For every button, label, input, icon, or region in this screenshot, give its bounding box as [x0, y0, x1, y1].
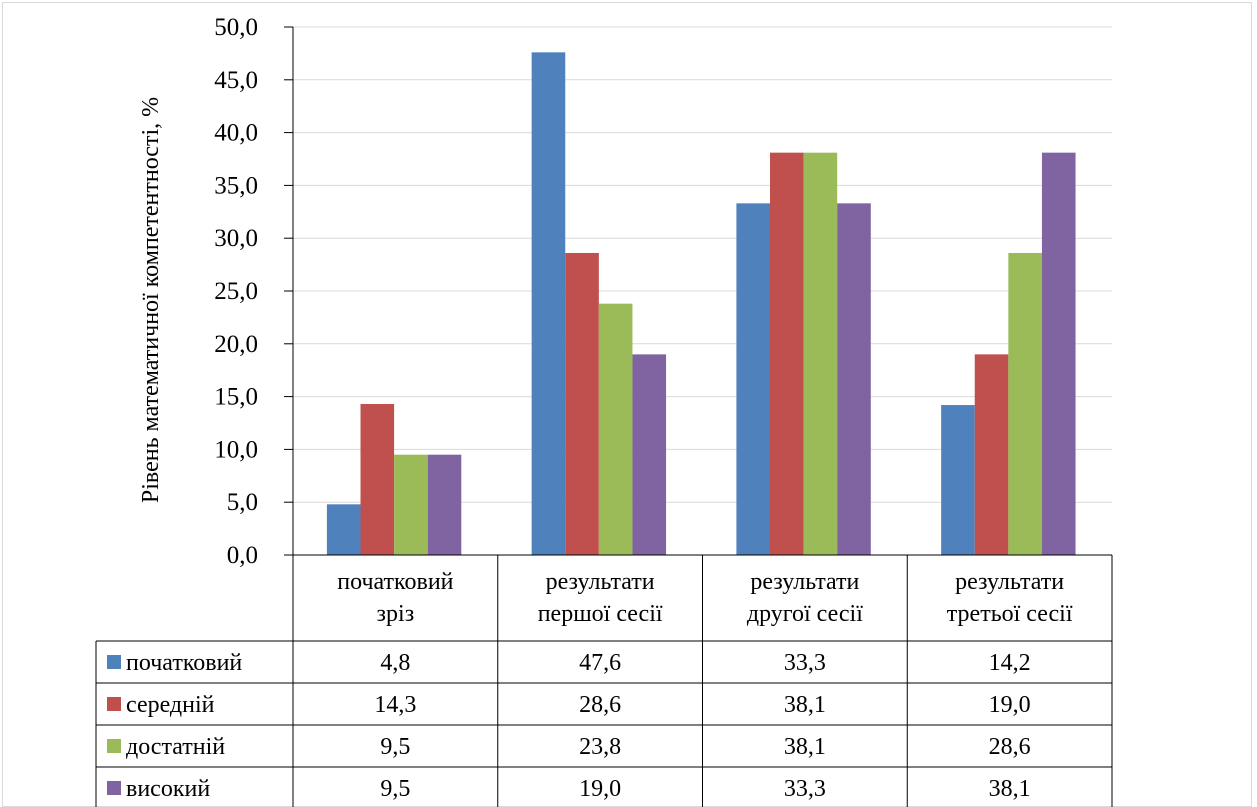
y-tick-labels: 0,0 5,0 10,0 15,0 20,0 25,0 30,0 35,0 40,0 45,0 50…	[214, 14, 258, 569]
data-label: 14,2	[989, 650, 1031, 676]
category-label: початковий	[337, 569, 453, 595]
data-label: 19,0	[989, 692, 1031, 718]
bar	[803, 152, 838, 555]
legend-label: достатній	[126, 734, 225, 760]
legend-label: початковий	[126, 650, 242, 676]
data-label: 28,6	[989, 734, 1031, 760]
bar	[632, 354, 667, 555]
data-label: 14,3	[374, 692, 416, 718]
y-tick-label: 15,0	[214, 384, 258, 411]
y-tick-label: 30,0	[214, 225, 258, 252]
y-tick-label: 40,0	[214, 120, 258, 147]
bar	[598, 303, 633, 555]
data-label: 23,8	[579, 734, 621, 760]
y-tick-label: 10,0	[214, 436, 258, 463]
data-label: 9,5	[380, 734, 410, 760]
category-label: першої сесії	[538, 601, 663, 627]
data-label: 38,1	[784, 692, 826, 718]
axes	[284, 26, 294, 556]
bar	[941, 405, 975, 555]
data-label: 28,6	[579, 692, 621, 718]
bar	[974, 354, 1009, 555]
y-tick-label: 20,0	[214, 331, 258, 358]
y-tick-label: 5,0	[227, 489, 258, 516]
data-label: 4,8	[380, 650, 410, 676]
bar	[531, 52, 566, 556]
legend-swatch	[107, 739, 121, 753]
category-label: зріз	[377, 601, 415, 627]
data-label: 47,6	[579, 650, 621, 676]
data-table: початковий зріз результати першої сесії резу…	[95, 554, 1113, 807]
y-tick-label: 35,0	[214, 172, 258, 199]
legend-label: високий	[126, 776, 210, 802]
legend-label: середній	[126, 692, 215, 718]
data-label: 19,0	[579, 776, 621, 802]
data-label: 33,3	[784, 776, 826, 802]
bar	[394, 454, 428, 555]
bar	[565, 252, 599, 555]
bar	[1008, 252, 1042, 555]
y-tick-label: 45,0	[214, 67, 258, 94]
bar	[770, 152, 804, 555]
bar	[326, 504, 361, 555]
bar	[427, 454, 462, 555]
legend-swatch	[107, 697, 121, 711]
data-label: 38,1	[989, 776, 1031, 802]
data-label: 33,3	[784, 650, 826, 676]
y-tick-label: 25,0	[214, 278, 258, 305]
bar	[1041, 152, 1076, 555]
bar	[360, 403, 395, 555]
y-axis-label: Рівень математичної компетентності, %	[138, 97, 164, 503]
bar	[837, 203, 871, 556]
bar	[736, 203, 770, 556]
category-label: результати	[955, 569, 1064, 595]
data-label: 9,5	[380, 776, 410, 802]
y-tick-label: 50,0	[214, 14, 258, 41]
category-label: результати	[546, 569, 655, 595]
data-label: 38,1	[784, 734, 826, 760]
bars	[326, 52, 1076, 556]
category-label: другої сесії	[747, 601, 863, 627]
category-label: третьої сесії	[947, 601, 1073, 627]
y-tick-label: 0,0	[227, 542, 258, 569]
legend-swatch	[107, 781, 121, 795]
category-label: результати	[750, 569, 859, 595]
legend-swatch	[107, 655, 121, 669]
